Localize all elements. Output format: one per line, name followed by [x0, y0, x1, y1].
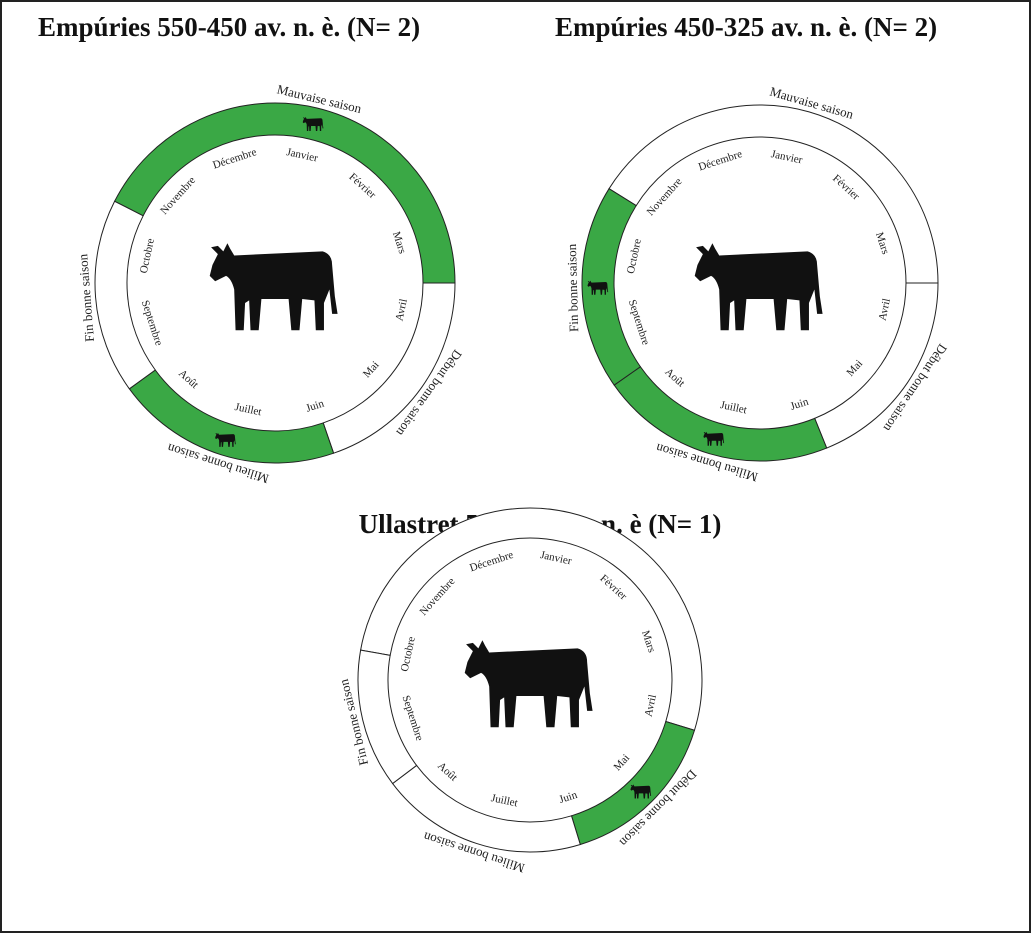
month-label: Juillet: [490, 792, 519, 809]
wheel-title: Empúries 550-450 av. n. è. (N= 2): [38, 12, 420, 42]
month-label: Février: [597, 572, 629, 602]
month-label: Janvier: [285, 146, 319, 164]
month-label: Décembre: [697, 148, 744, 173]
season-segment: [581, 187, 642, 386]
month-label: Septembre: [400, 694, 426, 743]
month-label: Mars: [639, 629, 657, 654]
month-label: Octobre: [399, 635, 418, 672]
wheel-title: Empúries 450-325 av. n. è. (N= 2): [555, 12, 937, 42]
month-label: Mars: [873, 231, 891, 256]
month-label: Avril: [394, 298, 410, 322]
season-label: Fin bonne saison: [564, 243, 581, 332]
season-segment: [357, 649, 418, 785]
month-label: Octobre: [625, 238, 644, 275]
cow-icon: [209, 243, 338, 331]
month-label: Septembre: [139, 299, 165, 348]
month-label: Mai: [611, 752, 632, 773]
month-label: Février: [346, 171, 378, 201]
month-label: Septembre: [626, 298, 652, 347]
month-label: Juillet: [234, 401, 263, 418]
cow-icon: [464, 640, 593, 728]
month-label: Octobre: [138, 237, 157, 274]
season-segment: [94, 200, 156, 390]
season-segment: [128, 369, 335, 464]
month-label: Avril: [877, 297, 893, 321]
month-label: Avril: [643, 693, 659, 717]
month-label: Février: [830, 172, 862, 202]
season-segment: [360, 507, 703, 731]
month-label: Mars: [390, 230, 408, 255]
month-label: Août: [435, 760, 459, 784]
season-segment: [391, 764, 581, 853]
month-label: Juin: [558, 789, 580, 806]
month-label: Juin: [789, 396, 811, 413]
month-label: Mai: [361, 359, 382, 380]
cow-icon: [694, 243, 823, 331]
month-label: Juillet: [719, 399, 748, 416]
month-label: Janvier: [539, 549, 573, 567]
month-label: Décembre: [211, 146, 258, 171]
month-label: Août: [662, 366, 686, 390]
season-segment: [613, 366, 828, 462]
season-label: Fin bonne saison: [75, 253, 97, 343]
season-segment: [322, 282, 456, 454]
month-label: Décembre: [468, 549, 515, 574]
month-label: Janvier: [770, 148, 804, 166]
season-segment: [814, 282, 939, 449]
month-label: Juin: [304, 397, 326, 414]
month-label: Août: [176, 367, 200, 391]
month-label: Mai: [844, 358, 865, 379]
